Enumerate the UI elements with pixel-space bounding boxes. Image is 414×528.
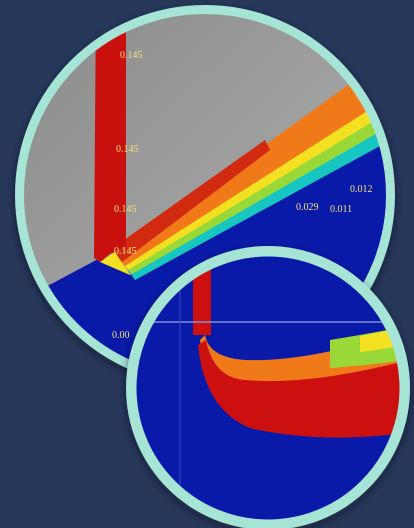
illustration: 0.145 0.145 0.145 0.145 0.029 0.011 0.012 0.00 bbox=[0, 0, 414, 528]
page: 0.1450.1450.1450.1450.0290.0110.0120.00 … bbox=[0, 0, 414, 528]
value-label: 0.145 bbox=[120, 50, 143, 61]
value-label: 0.012 bbox=[350, 184, 373, 195]
value-label: 0.145 bbox=[114, 246, 137, 257]
value-label: 0.011 bbox=[330, 204, 352, 215]
value-label: 0.029 bbox=[296, 202, 319, 213]
value-label: 0.145 bbox=[114, 204, 137, 215]
value-label: 0.00 bbox=[112, 330, 130, 341]
value-label: 0.145 bbox=[116, 144, 139, 155]
